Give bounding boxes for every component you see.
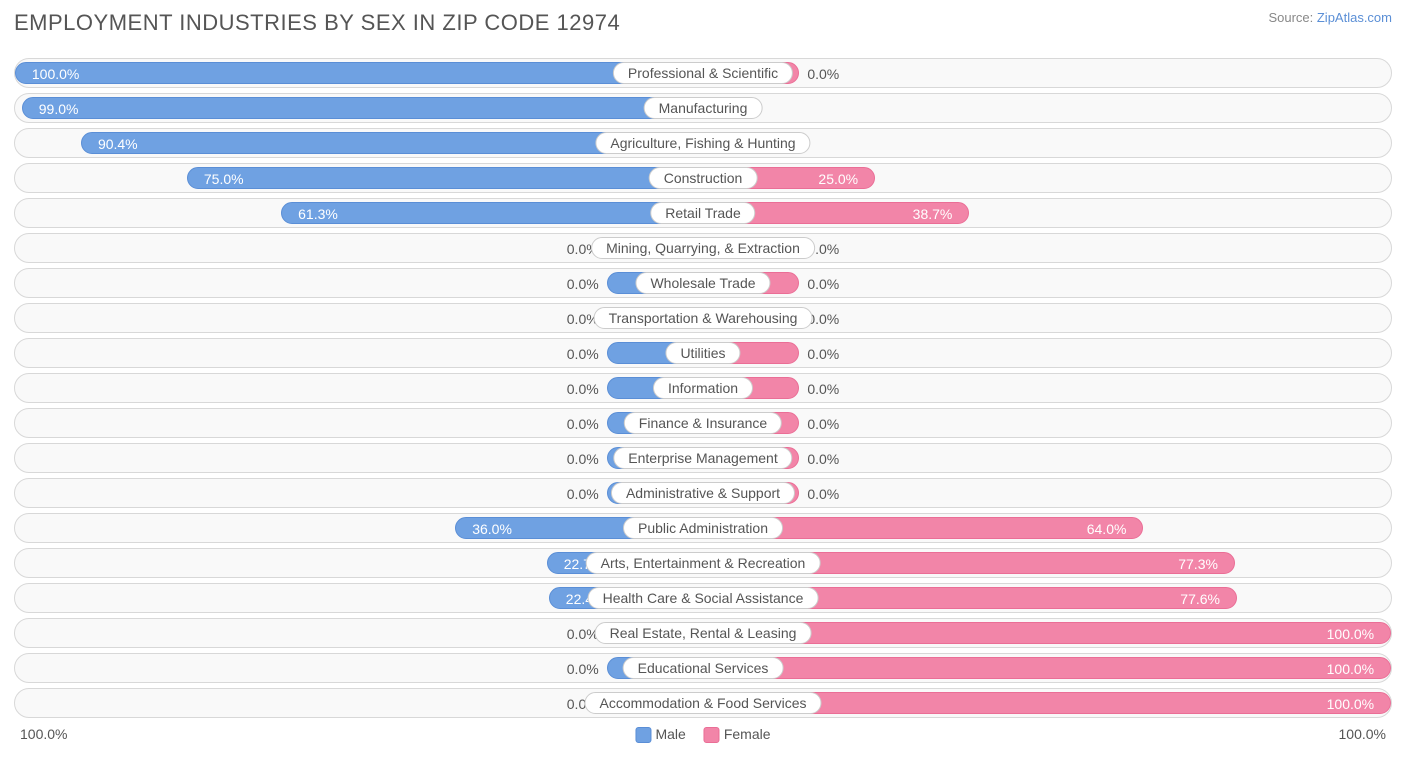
male-swatch (635, 727, 651, 743)
male-pct-label: 90.4% (88, 129, 138, 159)
chart-row: 61.3% 38.7% Retail Trade (14, 198, 1392, 228)
category-label: Retail Trade (650, 202, 755, 224)
category-label: Arts, Entertainment & Recreation (586, 552, 821, 574)
chart-row: 0.0% 0.0% Enterprise Management (14, 443, 1392, 473)
female-pct-label: 25.0% (818, 164, 868, 194)
chart-row: 0.0% 0.0% Information (14, 373, 1392, 403)
category-label: Accommodation & Food Services (585, 692, 822, 714)
female-swatch (704, 727, 720, 743)
legend-male: Male (635, 726, 685, 743)
legend-female: Female (704, 726, 771, 743)
category-label: Professional & Scientific (613, 62, 793, 84)
category-label: Finance & Insurance (624, 412, 782, 434)
chart-row: 0.0% 0.0% Finance & Insurance (14, 408, 1392, 438)
male-pct-label: 36.0% (462, 514, 512, 544)
category-label: Wholesale Trade (635, 272, 770, 294)
chart-footer: 100.0% Male Female 100.0% (14, 726, 1392, 750)
chart-row: 0.0% 0.0%Administrative & Support (14, 478, 1392, 508)
female-pct-label: 100.0% (1327, 689, 1384, 719)
male-bar (15, 62, 703, 84)
male-pct-label: 100.0% (22, 59, 79, 89)
chart-title: EMPLOYMENT INDUSTRIES BY SEX IN ZIP CODE… (14, 10, 620, 36)
male-pct-label: 0.0% (567, 269, 607, 299)
female-pct-label: 100.0% (1327, 619, 1384, 649)
chart-row: 36.0% 64.0% Public Administration (14, 513, 1392, 543)
female-bar (703, 657, 1391, 679)
legend-female-label: Female (724, 726, 771, 742)
male-bar (22, 97, 703, 119)
male-pct-label: 75.0% (194, 164, 244, 194)
female-pct-label: 38.7% (913, 199, 963, 229)
diverging-bar-chart: 100.0% 0.0% Professional & Scientific 99.0%… (14, 58, 1392, 718)
category-label: Construction (649, 167, 758, 189)
chart-row: 0.0% 0.0% Utilities (14, 338, 1392, 368)
female-pct-label: 0.0% (799, 479, 839, 509)
female-pct-label: 64.0% (1087, 514, 1137, 544)
male-pct-label: 0.0% (567, 409, 607, 439)
source-attribution: Source: ZipAtlas.com (1268, 10, 1392, 25)
female-pct-label: 77.6% (1180, 584, 1230, 614)
category-label: Utilities (665, 342, 740, 364)
chart-row: 90.4%9.6%Agriculture, Fishing & Hunting (14, 128, 1392, 158)
legend-male-label: Male (655, 726, 685, 742)
chart-row: 0.0%0.0%Transportation & Warehousing (14, 303, 1392, 333)
male-bar (187, 167, 703, 189)
legend: Male Female (635, 726, 770, 743)
male-pct-label: 99.0% (29, 94, 79, 124)
male-pct-label: 0.0% (567, 339, 607, 369)
category-label: Agriculture, Fishing & Hunting (595, 132, 810, 154)
chart-row: 0.0%0.0%Mining, Quarrying, & Extraction (14, 233, 1392, 263)
source-prefix: Source: (1268, 10, 1316, 25)
source-link[interactable]: ZipAtlas.com (1317, 10, 1392, 25)
category-label: Transportation & Warehousing (594, 307, 813, 329)
axis-label-left: 100.0% (20, 726, 67, 742)
female-pct-label: 77.3% (1178, 549, 1228, 579)
category-label: Administrative & Support (611, 482, 795, 504)
male-pct-label: 61.3% (288, 199, 338, 229)
chart-row: 22.7%77.3%Arts, Entertainment & Recreati… (14, 548, 1392, 578)
category-label: Health Care & Social Assistance (588, 587, 819, 609)
female-pct-label: 0.0% (799, 339, 839, 369)
male-pct-label: 0.0% (567, 479, 607, 509)
chart-row: 0.0%100.0%Accommodation & Food Services (14, 688, 1392, 718)
chart-row: 99.0%1.0%Manufacturing (14, 93, 1392, 123)
male-pct-label: 0.0% (567, 374, 607, 404)
chart-row: 100.0% 0.0% Professional & Scientific (14, 58, 1392, 88)
male-pct-label: 0.0% (567, 444, 607, 474)
chart-row: 0.0%100.0%Real Estate, Rental & Leasing (14, 618, 1392, 648)
category-label: Mining, Quarrying, & Extraction (591, 237, 815, 259)
category-label: Educational Services (623, 657, 784, 679)
male-bar (281, 202, 703, 224)
female-pct-label: 0.0% (799, 59, 839, 89)
female-pct-label: 0.0% (799, 444, 839, 474)
chart-row: 0.0% 100.0% Educational Services (14, 653, 1392, 683)
chart-header: EMPLOYMENT INDUSTRIES BY SEX IN ZIP CODE… (14, 10, 1392, 36)
female-pct-label: 0.0% (799, 374, 839, 404)
category-label: Real Estate, Rental & Leasing (595, 622, 812, 644)
female-pct-label: 0.0% (799, 409, 839, 439)
category-label: Enterprise Management (613, 447, 792, 469)
category-label: Information (653, 377, 753, 399)
female-pct-label: 100.0% (1327, 654, 1384, 684)
chart-row: 22.4%77.6%Health Care & Social Assistanc… (14, 583, 1392, 613)
chart-row: 0.0% 0.0% Wholesale Trade (14, 268, 1392, 298)
male-pct-label: 0.0% (567, 654, 607, 684)
category-label: Public Administration (623, 517, 783, 539)
chart-row: 75.0% 25.0% Construction (14, 163, 1392, 193)
category-label: Manufacturing (644, 97, 763, 119)
axis-label-right: 100.0% (1339, 726, 1386, 742)
female-pct-label: 0.0% (799, 269, 839, 299)
